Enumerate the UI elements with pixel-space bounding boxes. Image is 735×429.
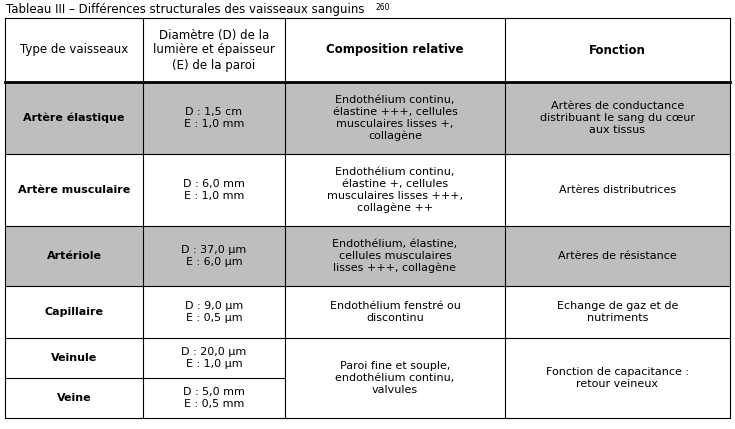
Bar xyxy=(5,378,730,418)
Text: D : 37,0 μm
E : 6,0 μm: D : 37,0 μm E : 6,0 μm xyxy=(182,245,247,267)
Bar xyxy=(5,286,730,338)
Text: Artères de résistance: Artères de résistance xyxy=(558,251,677,261)
Text: D : 5,0 mm
E : 0,5 mm: D : 5,0 mm E : 0,5 mm xyxy=(183,387,245,409)
Text: Artère musculaire: Artère musculaire xyxy=(18,185,130,195)
Text: Endothélium continu,
élastine +, cellules
musculaires lisses +++,
collagène ++: Endothélium continu, élastine +, cellule… xyxy=(327,167,463,213)
Text: Type de vaisseaux: Type de vaisseaux xyxy=(20,43,128,57)
Bar xyxy=(5,82,730,154)
Text: D : 1,5 cm
E : 1,0 mm: D : 1,5 cm E : 1,0 mm xyxy=(184,107,244,129)
Bar xyxy=(5,18,730,82)
Text: Paroi fine et souple,
endothélium continu,
valvules: Paroi fine et souple, endothélium contin… xyxy=(335,361,455,395)
Text: Fonction: Fonction xyxy=(589,43,646,57)
Text: Veinule: Veinule xyxy=(51,353,97,363)
Text: D : 9,0 μm
E : 0,5 μm: D : 9,0 μm E : 0,5 μm xyxy=(185,301,243,323)
Text: Artères distributrices: Artères distributrices xyxy=(559,185,676,195)
Text: 260: 260 xyxy=(376,3,390,12)
Text: Echange de gaz et de
nutriments: Echange de gaz et de nutriments xyxy=(557,301,678,323)
Text: Artère élastique: Artère élastique xyxy=(24,113,125,123)
Text: Tableau III – Différences structurales des vaisseaux sanguins: Tableau III – Différences structurales d… xyxy=(6,3,365,16)
Text: Artériole: Artériole xyxy=(46,251,101,261)
Text: Veine: Veine xyxy=(57,393,91,403)
Text: Artères de conductance
distribuant le sang du cœur
aux tissus: Artères de conductance distribuant le sa… xyxy=(540,101,695,135)
Text: Endothélium fenstré ou
discontinu: Endothélium fenstré ou discontinu xyxy=(329,301,460,323)
Bar xyxy=(5,338,730,378)
Text: Composition relative: Composition relative xyxy=(326,43,464,57)
Text: D : 20,0 μm
E : 1,0 μm: D : 20,0 μm E : 1,0 μm xyxy=(182,347,247,369)
Text: Capillaire: Capillaire xyxy=(45,307,104,317)
Text: Endothélium continu,
élastine +++, cellules
musculaires lisses +,
collagène: Endothélium continu, élastine +++, cellu… xyxy=(332,95,457,141)
Text: Endothélium, élastine,
cellules musculaires
lisses +++, collagène: Endothélium, élastine, cellules musculai… xyxy=(332,239,458,273)
Text: D : 6,0 mm
E : 1,0 mm: D : 6,0 mm E : 1,0 mm xyxy=(183,179,245,201)
Bar xyxy=(5,154,730,226)
Text: Diamètre (D) de la
lumière et épaisseur
(E) de la paroi: Diamètre (D) de la lumière et épaisseur … xyxy=(153,28,275,72)
Bar xyxy=(5,226,730,286)
Text: Fonction de capacitance :
retour veineux: Fonction de capacitance : retour veineux xyxy=(546,367,689,389)
